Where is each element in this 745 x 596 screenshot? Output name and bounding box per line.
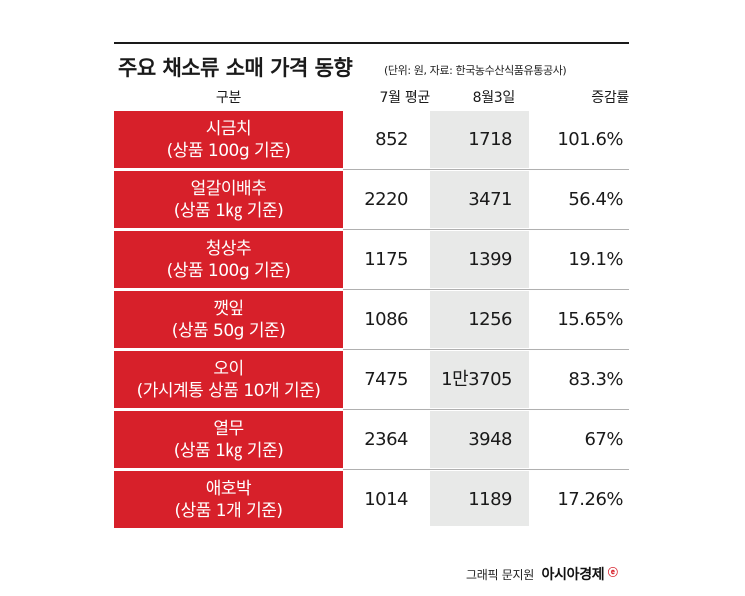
category-cell: 깻잎 (상품 50g 기준): [114, 291, 343, 348]
row-divider: [343, 169, 629, 170]
table-row: 청상추 (상품 100g 기준) 1175 1399 19.1%: [114, 231, 629, 291]
item-name: 열무: [213, 418, 244, 439]
rate-value: 15.65%: [557, 309, 623, 330]
row-divider: [343, 409, 629, 410]
aug3-value: 1189: [468, 489, 512, 510]
item-name: 얼갈이배추: [190, 178, 267, 199]
brand-logo-text: 아시아경제: [541, 567, 605, 583]
item-name: 오이: [213, 358, 244, 379]
july-avg-value: 7475: [364, 369, 408, 390]
aug3-value: 3471: [468, 189, 512, 210]
header-category: 구분: [215, 90, 242, 106]
header-rate: 증감률: [591, 90, 629, 106]
item-unit: (상품 1개 기준): [174, 500, 283, 521]
item-name: 청상추: [205, 238, 252, 259]
item-unit: (가시계통 상품 10개 기준): [136, 380, 321, 401]
item-name: 깻잎: [213, 298, 244, 319]
header-aug3: 8월3일: [472, 90, 516, 106]
table-row: 오이 (가시계통 상품 10개 기준) 7475 1만3705 83.3%: [114, 351, 629, 411]
category-cell: 오이 (가시계통 상품 10개 기준): [114, 351, 343, 408]
rate-value: 101.6%: [557, 129, 623, 150]
category-cell: 애호박 (상품 1개 기준): [114, 471, 343, 528]
price-table: 구분 7월 평균 8월3일 증감률 시금치 (상품 100g 기준) 852 1…: [114, 82, 629, 531]
table-header: 구분 7월 평균 8월3일 증감률: [114, 82, 629, 111]
july-avg-value: 1175: [364, 249, 408, 270]
item-unit: (상품 50g 기준): [171, 320, 286, 341]
category-cell: 얼갈이배추 (상품 1㎏ 기준): [114, 171, 343, 228]
item-unit: (상품 1㎏ 기준): [173, 440, 284, 461]
row-divider: [343, 289, 629, 290]
row-divider: [343, 469, 629, 470]
july-avg-value: 1014: [364, 489, 408, 510]
category-cell: 청상추 (상품 100g 기준): [114, 231, 343, 288]
table-row: 깻잎 (상품 50g 기준) 1086 1256 15.65%: [114, 291, 629, 351]
rate-value: 19.1%: [568, 249, 623, 270]
category-cell: 열무 (상품 1㎏ 기준): [114, 411, 343, 468]
highlight-column-band: [430, 111, 529, 526]
rate-value: 56.4%: [568, 189, 623, 210]
item-unit: (상품 1㎏ 기준): [173, 200, 284, 221]
item-unit: (상품 100g 기준): [166, 260, 291, 281]
july-avg-value: 2220: [364, 189, 408, 210]
rate-value: 17.26%: [557, 489, 623, 510]
header-july-avg: 7월 평균: [379, 90, 431, 106]
aug3-value: 1256: [468, 309, 512, 330]
table-row: 시금치 (상품 100g 기준) 852 1718 101.6%: [114, 111, 629, 171]
aug3-value: 3948: [468, 429, 512, 450]
table-row: 열무 (상품 1㎏ 기준) 2364 3948 67%: [114, 411, 629, 471]
top-rule: [114, 42, 629, 44]
table-row: 애호박 (상품 1개 기준) 1014 1189 17.26%: [114, 471, 629, 531]
graphic-credit: 그래픽 문지원: [466, 568, 534, 582]
aug3-value: 1718: [468, 129, 512, 150]
page-subtitle: (단위: 원, 자료: 한국농수산식품유통공사): [384, 64, 567, 77]
category-cell: 시금치 (상품 100g 기준): [114, 111, 343, 168]
item-name: 애호박: [205, 478, 252, 499]
item-unit: (상품 100g 기준): [166, 140, 291, 161]
infographic: 주요 채소류 소매 가격 동향 (단위: 원, 자료: 한국농수산식품유통공사)…: [114, 42, 629, 531]
brand-mark-icon: ⓔ: [607, 568, 618, 579]
rate-value: 83.3%: [568, 369, 623, 390]
table-body: 시금치 (상품 100g 기준) 852 1718 101.6% 얼갈이배추 (…: [114, 111, 629, 531]
table-row: 얼갈이배추 (상품 1㎏ 기준) 2220 3471 56.4%: [114, 171, 629, 231]
rate-value: 67%: [584, 429, 623, 450]
july-avg-value: 2364: [364, 429, 408, 450]
july-avg-value: 852: [375, 129, 408, 150]
row-divider: [343, 349, 629, 350]
aug3-value: 1만3705: [441, 369, 512, 390]
credit-line: 그래픽 문지원 아시아경제 ⓔ: [466, 564, 618, 584]
row-divider: [343, 229, 629, 230]
aug3-value: 1399: [468, 249, 512, 270]
title-row: 주요 채소류 소매 가격 동향 (단위: 원, 자료: 한국농수산식품유통공사): [114, 44, 629, 82]
page-title: 주요 채소류 소매 가격 동향: [118, 56, 353, 80]
july-avg-value: 1086: [364, 309, 408, 330]
item-name: 시금치: [205, 118, 252, 139]
